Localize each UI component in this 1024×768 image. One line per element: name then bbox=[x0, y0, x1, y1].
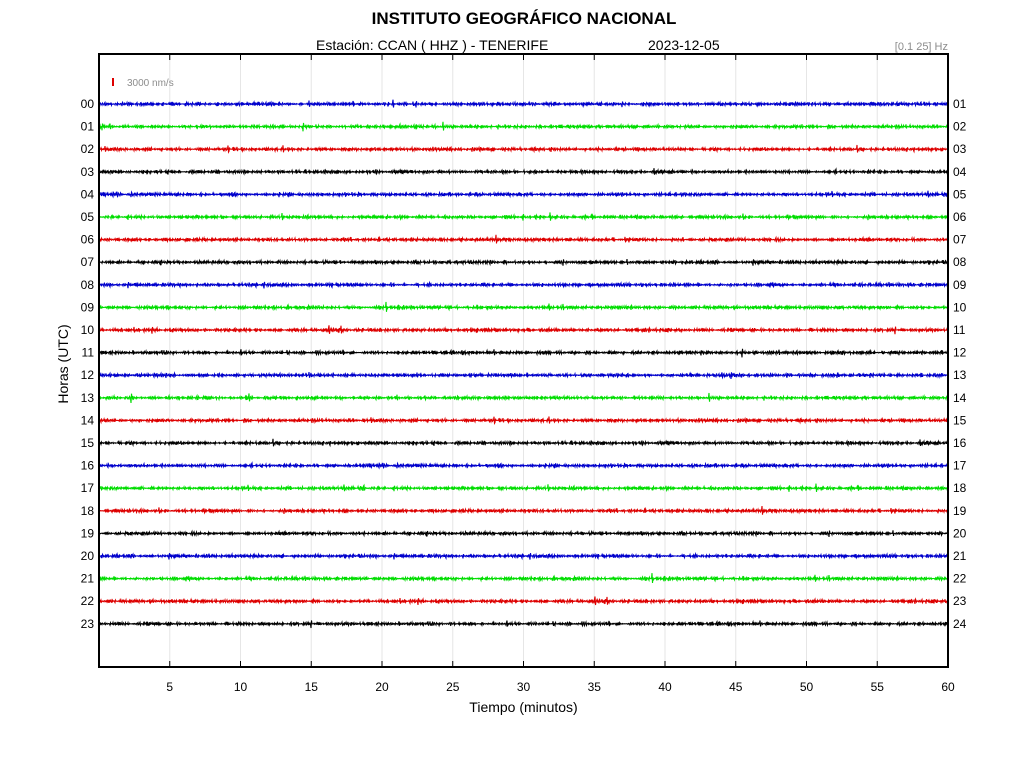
hour-label-right: 23 bbox=[953, 594, 967, 608]
x-tick-label-3: 20 bbox=[375, 680, 389, 694]
hour-label-left: 18 bbox=[81, 504, 95, 518]
trace-hour-14 bbox=[98, 416, 950, 426]
hour-label-left: 01 bbox=[81, 120, 95, 134]
hour-label-left: 03 bbox=[81, 165, 95, 179]
hour-label-right: 04 bbox=[953, 165, 967, 179]
trace-hour-11 bbox=[98, 348, 950, 358]
hour-label-right: 20 bbox=[953, 526, 967, 540]
hour-label-right: 09 bbox=[953, 278, 967, 292]
hour-label-left: 11 bbox=[82, 346, 95, 360]
hour-label-right: 22 bbox=[953, 572, 967, 586]
trace-group bbox=[98, 99, 950, 629]
hour-label-left: 22 bbox=[81, 594, 95, 608]
x-tick-label-9: 50 bbox=[800, 680, 814, 694]
hour-label-left: 19 bbox=[81, 526, 95, 540]
filter-label: [0.1 25] Hz bbox=[894, 41, 948, 53]
trace-hour-01 bbox=[98, 121, 950, 132]
hour-label-right: 21 bbox=[953, 549, 967, 563]
x-tick-label-7: 40 bbox=[658, 680, 672, 694]
trace-hour-08 bbox=[98, 280, 950, 289]
hour-label-right: 13 bbox=[953, 368, 967, 382]
x-tick-label-5: 30 bbox=[517, 680, 531, 694]
x-tick-label-1: 10 bbox=[234, 680, 248, 694]
hour-label-left: 13 bbox=[81, 391, 95, 405]
trace-hour-16 bbox=[98, 461, 950, 470]
hour-label-left: 12 bbox=[81, 368, 95, 382]
hour-label-left: 06 bbox=[81, 233, 95, 247]
hour-label-right: 02 bbox=[953, 120, 967, 134]
hour-label-left: 17 bbox=[81, 481, 95, 495]
hour-label-right: 12 bbox=[953, 346, 967, 360]
trace-hour-10 bbox=[99, 325, 950, 335]
trace-hour-20 bbox=[98, 551, 949, 561]
x-tick-label-10: 55 bbox=[871, 680, 885, 694]
hour-label-left: 16 bbox=[81, 459, 95, 473]
trace-hour-05 bbox=[98, 212, 949, 222]
trace-hour-21 bbox=[98, 573, 950, 584]
x-tick-label-6: 35 bbox=[588, 680, 602, 694]
trace-hour-12 bbox=[98, 371, 950, 380]
date-label: 2023-12-05 bbox=[648, 37, 720, 53]
x-axis-ticks: 5 10 15 20 25 30 35 40 45 50 55 60 bbox=[166, 54, 955, 694]
hour-label-left: 07 bbox=[81, 255, 95, 269]
scale-label: 3000 nm/s bbox=[127, 78, 174, 89]
scale-indicator: 3000 nm/s bbox=[112, 78, 174, 89]
hour-label-left: 04 bbox=[81, 187, 95, 201]
hour-label-right: 10 bbox=[953, 300, 967, 314]
trace-hour-04 bbox=[98, 189, 950, 199]
hour-label-right: 01 bbox=[953, 97, 967, 111]
hour-label-right: 08 bbox=[953, 255, 967, 269]
hour-label-left: 05 bbox=[81, 210, 95, 224]
trace-hour-17 bbox=[98, 483, 950, 493]
hour-label-right: 05 bbox=[953, 187, 967, 201]
hour-label-right: 24 bbox=[953, 617, 967, 631]
hour-label-left: 23 bbox=[81, 617, 95, 631]
trace-hour-13 bbox=[98, 392, 949, 404]
hour-label-left: 14 bbox=[81, 413, 95, 427]
scale-bar bbox=[112, 78, 114, 86]
trace-hour-23 bbox=[98, 619, 950, 629]
trace-hour-15 bbox=[98, 438, 950, 448]
hour-label-left: 20 bbox=[81, 549, 95, 563]
hour-labels: 00 01 01 02 02 03 03 04 04 05 05 06 06 07 07 08 08 09 09 10… bbox=[81, 97, 967, 631]
hour-label-right: 15 bbox=[953, 413, 967, 427]
trace-hour-09 bbox=[98, 301, 950, 312]
hour-label-left: 02 bbox=[81, 142, 95, 156]
hour-label-left: 09 bbox=[81, 300, 95, 314]
trace-hour-22 bbox=[98, 596, 950, 606]
x-tick-label-0: 5 bbox=[166, 680, 173, 694]
grid-lines bbox=[169, 54, 878, 667]
hour-label-right: 17 bbox=[953, 459, 967, 473]
y-axis-label: Horas (UTC) bbox=[55, 324, 71, 404]
hour-label-right: 18 bbox=[953, 481, 967, 495]
trace-hour-18 bbox=[98, 505, 950, 515]
trace-hour-06 bbox=[98, 234, 950, 244]
hour-label-right: 11 bbox=[953, 323, 966, 337]
hour-label-right: 07 bbox=[953, 233, 967, 247]
trace-hour-02 bbox=[98, 144, 950, 154]
trace-hour-03 bbox=[98, 167, 950, 176]
x-tick-label-4: 25 bbox=[446, 680, 460, 694]
hour-label-right: 03 bbox=[953, 142, 967, 156]
hour-label-left: 21 bbox=[81, 572, 95, 586]
hour-label-right: 06 bbox=[953, 210, 967, 224]
hour-label-left: 10 bbox=[81, 323, 95, 337]
x-tick-label-8: 45 bbox=[729, 680, 743, 694]
trace-hour-19 bbox=[98, 529, 950, 538]
station-label: Estación: CCAN ( HHZ ) - TENERIFE bbox=[316, 37, 549, 53]
x-axis-label: Tiempo (minutos) bbox=[469, 699, 578, 715]
hour-label-left: 08 bbox=[81, 278, 95, 292]
hour-label-left: 15 bbox=[81, 436, 95, 450]
trace-hour-00 bbox=[98, 99, 950, 109]
hour-label-right: 16 bbox=[953, 436, 967, 450]
x-tick-label-11: 60 bbox=[941, 680, 955, 694]
chart-title: INSTITUTO GEOGRÁFICO NACIONAL bbox=[371, 9, 677, 28]
x-tick-label-2: 15 bbox=[305, 680, 319, 694]
hour-label-right: 14 bbox=[953, 391, 967, 405]
hour-label-right: 19 bbox=[953, 504, 967, 518]
hour-label-left: 00 bbox=[81, 97, 95, 111]
trace-hour-07 bbox=[98, 258, 950, 267]
